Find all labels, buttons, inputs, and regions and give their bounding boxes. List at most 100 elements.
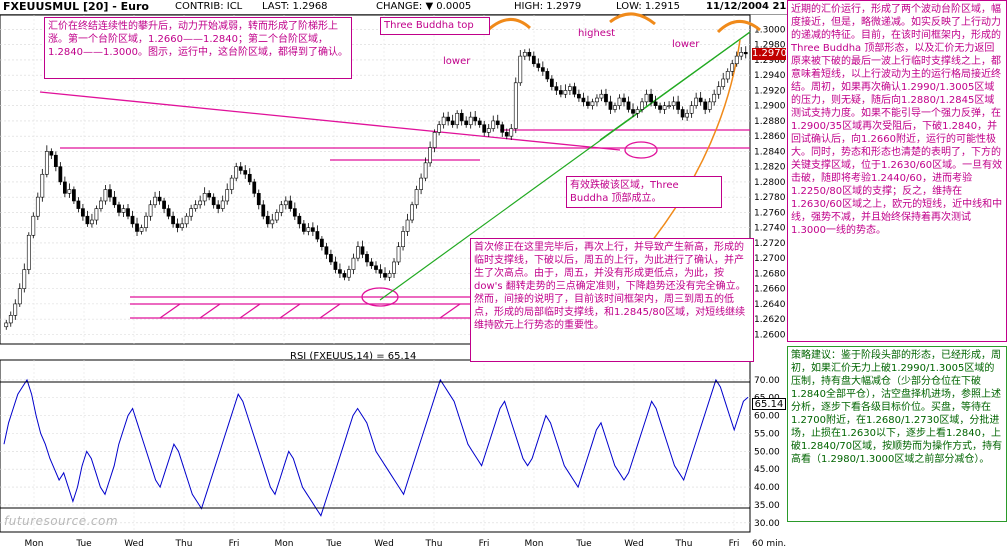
- candle-body: [486, 128, 491, 133]
- candle-body: [577, 93, 581, 99]
- candle: [369, 258, 374, 269]
- time-tick-label: Mon: [25, 539, 44, 549]
- candle-body: [324, 246, 329, 255]
- candle: [153, 191, 157, 208]
- candle-body: [662, 105, 667, 110]
- arc-middle: [609, 12, 656, 26]
- price-tick-label: 1.2960: [754, 56, 786, 66]
- candle: [504, 128, 509, 140]
- candle: [568, 83, 572, 95]
- candle: [166, 204, 171, 220]
- candle: [94, 205, 99, 225]
- candle: [437, 120, 442, 136]
- candle: [4, 319, 9, 330]
- candle: [126, 204, 130, 220]
- candle: [220, 195, 225, 212]
- high-label: HIGH: 1.2979: [514, 1, 582, 12]
- candle-body: [153, 196, 157, 206]
- candle: [252, 178, 257, 198]
- candle: [292, 202, 297, 221]
- hatch-4: [279, 303, 301, 319]
- candle: [581, 92, 586, 107]
- time-tick-label: Thu: [425, 539, 443, 549]
- time-tick-label: Wed: [124, 539, 144, 549]
- candle: [617, 94, 622, 110]
- arc-right: [716, 20, 761, 34]
- candle: [53, 151, 58, 172]
- candle-body: [220, 200, 225, 209]
- candle: [540, 61, 545, 76]
- candle-body: [40, 173, 45, 198]
- candle-body: [468, 116, 473, 126]
- candle: [108, 184, 112, 202]
- candle-body: [162, 200, 166, 209]
- candle: [72, 186, 76, 205]
- price-tick-label: 1.2800: [754, 178, 786, 188]
- candle: [301, 220, 306, 235]
- candle-body: [734, 55, 739, 65]
- candle-body: [342, 273, 347, 278]
- rsi-tick-label: 55.00: [754, 429, 780, 439]
- candle: [613, 102, 617, 113]
- candle: [739, 46, 744, 60]
- candle: [288, 195, 293, 212]
- price-tick-label: 1.2860: [754, 132, 786, 142]
- candle: [22, 263, 27, 293]
- candle: [658, 102, 662, 114]
- candle: [378, 264, 383, 278]
- candle-body: [396, 246, 401, 263]
- candle: [144, 212, 148, 232]
- candle-body: [631, 109, 635, 114]
- candle: [685, 109, 690, 121]
- candle: [44, 145, 49, 178]
- candle: [193, 200, 198, 212]
- note-middle: 首次修正在这里完毕后，再次上行，并导致产生新高，形成的临时支撑线，下破以后，周五…: [470, 238, 754, 362]
- candle-body: [392, 261, 396, 274]
- candle-body: [198, 200, 203, 206]
- candle: [703, 98, 708, 115]
- rsi-tick-label: 50.00: [754, 447, 780, 457]
- rsi-last-marker: 65.14: [752, 398, 786, 410]
- candle-body: [671, 101, 676, 106]
- candle-body: [608, 101, 613, 110]
- candle: [558, 85, 563, 98]
- candle: [536, 58, 541, 72]
- candle: [247, 168, 252, 185]
- candle-body: [558, 90, 563, 95]
- candle-body: [536, 63, 541, 68]
- candle-body: [495, 120, 500, 126]
- candle: [419, 173, 423, 195]
- candle: [459, 109, 464, 126]
- candle-body: [653, 101, 658, 106]
- candle-body: [135, 223, 139, 232]
- candle: [85, 210, 90, 227]
- candle-body: [581, 97, 586, 103]
- candle-body: [649, 93, 653, 103]
- watermark: futuresource.com: [4, 514, 119, 528]
- candle-body: [730, 63, 735, 72]
- candle: [441, 112, 446, 129]
- candle-body: [247, 173, 252, 183]
- candle: [707, 98, 712, 113]
- candle: [347, 265, 351, 282]
- candle-body: [180, 223, 184, 228]
- candle: [716, 81, 721, 99]
- candle: [207, 190, 212, 201]
- candle: [671, 96, 676, 110]
- candle-body: [635, 109, 640, 114]
- candle-body: [590, 101, 595, 106]
- candle: [410, 201, 414, 224]
- time-tick-label: Mon: [275, 539, 294, 549]
- rsi-tick-label: 40.00: [754, 483, 780, 493]
- candle-body: [441, 116, 446, 126]
- candle: [401, 226, 405, 251]
- candle: [518, 50, 523, 86]
- datetime-label: 11/12/2004 21:00: [706, 1, 805, 12]
- candle: [351, 253, 356, 275]
- time-tick-label: Tue: [75, 539, 92, 549]
- candle: [513, 77, 518, 134]
- candle-body: [72, 189, 76, 202]
- candle-body: [545, 71, 550, 80]
- candle-body: [522, 52, 527, 57]
- candle: [157, 191, 162, 205]
